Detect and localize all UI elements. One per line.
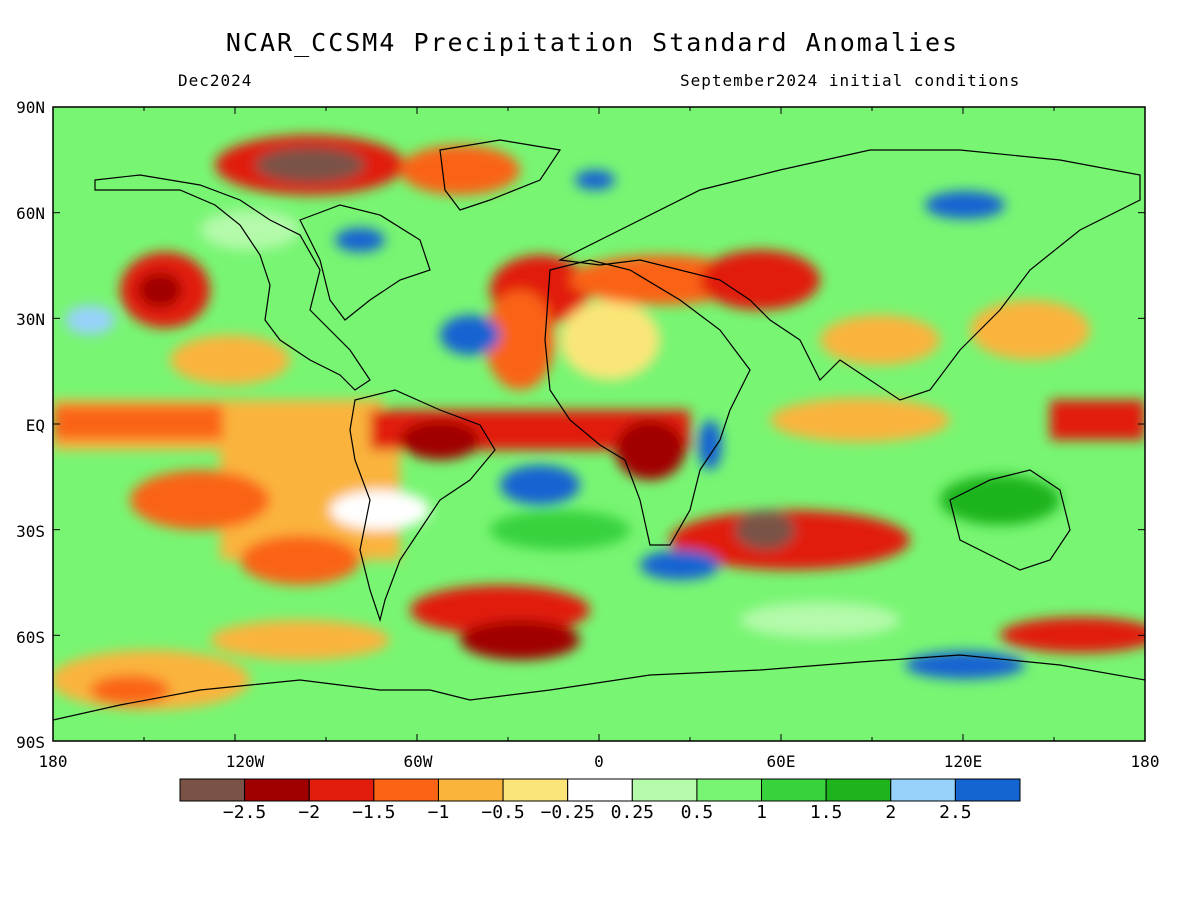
colorbar-swatch [437,778,504,802]
colorbar-swatch [373,778,439,802]
lat-label-90n: 90N [16,98,45,117]
colorbar-label: 2 [885,802,897,823]
colorbar-swatch [308,778,375,802]
colorbar-label: 1.5 [809,802,843,823]
lat-label-30n: 30N [16,310,45,329]
colorbar-swatch [696,778,763,802]
lon-label-120w: 120W [225,752,265,771]
colorbar-label: −0.25 [540,802,595,823]
colorbar-label: 2.5 [939,802,972,823]
anomaly-field [53,107,1145,741]
colorbar-swatch [631,778,698,802]
lon-label-0: 0 [594,752,604,771]
init-conditions-label: September2024 initial conditions [680,71,1021,90]
valid-month-label: Dec2024 [178,71,253,90]
colorbar-swatch [761,778,827,802]
colorbar-label: −2 [298,802,321,823]
colorbar-label: −2.5 [222,802,267,823]
colorbar [179,778,1021,802]
lat-label-30s: 30S [16,522,45,541]
colorbar-swatch [890,778,956,802]
colorbar-label: 0.25 [610,802,654,823]
lon-label-60e: 60E [766,752,796,771]
colorbar-label: 1 [756,802,767,823]
colorbar-swatch [567,778,633,802]
lon-label-60w: 60W [403,752,433,771]
colorbar-swatch [502,778,569,802]
lon-label-180w: 180 [38,752,68,771]
colorbar-swatch [954,778,1021,802]
colorbar-label: 0.5 [680,802,714,823]
colorbar-label: −1.5 [352,802,396,823]
lat-label-90s: 90S [16,733,45,752]
colorbar-label: −0.5 [481,802,525,823]
coastlines [53,139,1145,721]
colorbar-swatch [825,778,892,802]
lat-label-60s: 60S [16,628,45,647]
lat-label-eq: EQ [25,416,45,435]
colorbar-swatch [244,778,310,802]
lon-label-120e: 120E [943,752,983,771]
colorbar-label: −1 [427,802,450,823]
colorbar-swatch [179,778,246,802]
lon-label-180e: 180 [1130,752,1160,771]
lat-label-60n: 60N [16,204,45,223]
map-title: NCAR_CCSM4 Precipitation Standard Anomal… [225,28,960,57]
